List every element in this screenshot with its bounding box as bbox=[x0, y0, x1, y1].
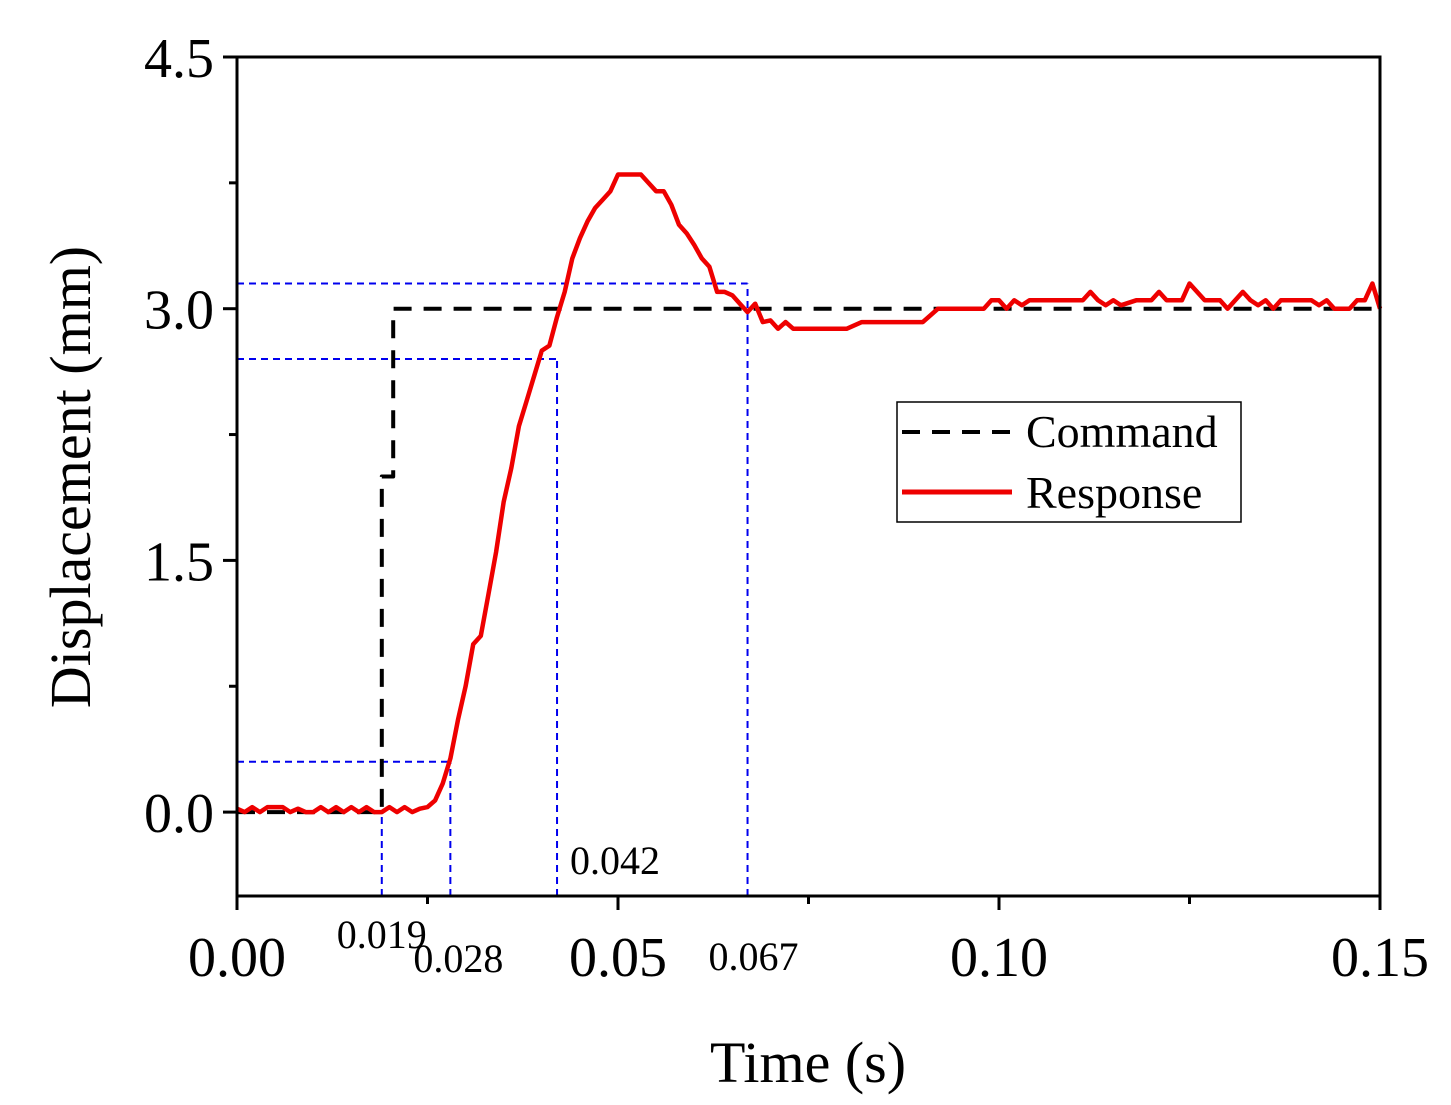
x-tick-label: 0.15 bbox=[1331, 927, 1429, 989]
x-tick-label: 0.10 bbox=[950, 927, 1048, 989]
legend-label-command: Command bbox=[1026, 406, 1218, 457]
annotation-label: 0.019 bbox=[337, 912, 427, 957]
guide-lines bbox=[237, 282, 749, 896]
y-tick-label: 3.0 bbox=[144, 280, 214, 342]
legend-label-response: Response bbox=[1026, 467, 1202, 518]
y-tick-label: 0.0 bbox=[144, 783, 214, 845]
y-tick-label: 1.5 bbox=[144, 531, 214, 593]
x-tick-label: 0.00 bbox=[188, 927, 286, 989]
x-tick-label: 0.05 bbox=[569, 927, 667, 989]
legend: Command Response bbox=[896, 401, 1242, 523]
series-layer bbox=[236, 172, 1383, 815]
annotation-label: 0.028 bbox=[413, 936, 503, 981]
series-line-command bbox=[237, 306, 1380, 815]
tick-labels: 0.00 0.05 0.10 0.15 0.0 1.5 3.0 4.5 bbox=[144, 28, 1429, 989]
y-tick-label: 4.5 bbox=[144, 28, 214, 90]
x-axis-title: Time (s) bbox=[710, 1030, 906, 1095]
annotation-label: 0.042 bbox=[570, 838, 660, 883]
series-line-response bbox=[236, 172, 1383, 815]
y-axis-title: Displacement (mm) bbox=[38, 246, 103, 708]
annotation-label: 0.067 bbox=[709, 934, 799, 979]
axis-ticks bbox=[223, 55, 1382, 910]
legend-box bbox=[896, 401, 1242, 523]
